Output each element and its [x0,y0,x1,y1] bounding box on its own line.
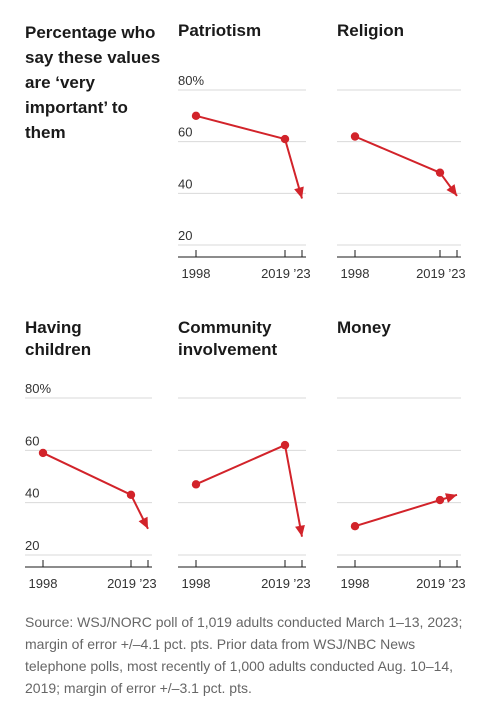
series-line [195,443,303,537]
data-point-arrow [138,516,148,529]
panel-title: involvement [178,340,278,359]
x-tick-label: 2019 [416,266,445,281]
x-tick-label: 1998 [182,576,211,591]
data-point [435,168,445,177]
y-tick-label: 40 [178,176,192,191]
x-tick-label: 1998 [182,266,211,281]
y-tick-label: 80% [25,381,51,396]
data-point [280,134,290,144]
x-tick-label: 2019 [416,576,445,591]
x-tick-label: ’23 [293,266,310,281]
data-point [38,448,48,458]
data-point [191,480,201,489]
x-tick-label: 2019 [261,576,290,591]
y-tick-label: 60 [178,125,192,140]
x-tick-label: 1998 [341,266,370,281]
data-point [280,440,290,450]
x-tick-label: ’23 [448,576,465,591]
panel-title: Religion [337,21,404,40]
data-point-arrow [294,186,304,199]
x-tick-label: 1998 [29,576,58,591]
data-point [350,132,360,141]
y-tick-label: 20 [178,228,192,243]
data-point-arrow [295,524,305,537]
chart-headline: Percentage who say these values are ‘ver… [25,23,161,142]
panel-title: Community [178,318,272,337]
x-tick-label: 1998 [341,576,370,591]
data-point [350,522,360,531]
data-point [435,495,445,505]
x-tick-label: ’23 [448,266,465,281]
x-tick-label: 2019 [261,266,290,281]
y-tick-label: 80% [178,73,204,88]
panel-title: Having [25,318,82,337]
series-line [195,114,303,199]
x-tick-label: 2019 [107,576,136,591]
x-tick-label: ’23 [293,576,310,591]
panel-title: children [25,340,91,359]
panel-title: Money [337,318,391,337]
data-point-arrow [446,184,457,196]
data-point [191,111,201,121]
series-line [354,135,458,197]
y-tick-label: 20 [25,538,39,553]
panel-title: Patriotism [178,21,261,40]
data-point-arrow [445,493,457,503]
y-tick-label: 40 [25,486,39,501]
data-point [126,490,136,500]
y-tick-label: 60 [25,433,39,448]
source-note: Source: WSJ/NORC poll of 1,019 adults co… [25,614,463,696]
x-tick-label: ’23 [139,576,156,591]
